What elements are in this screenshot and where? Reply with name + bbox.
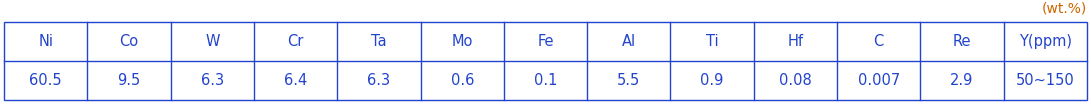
Text: 5.5: 5.5 bbox=[618, 73, 640, 88]
Text: Al: Al bbox=[622, 34, 636, 49]
Text: Co: Co bbox=[119, 34, 139, 49]
Text: 0.08: 0.08 bbox=[779, 73, 812, 88]
Text: W: W bbox=[205, 34, 219, 49]
Bar bbox=[4, 22, 1087, 100]
Text: 60.5: 60.5 bbox=[29, 73, 62, 88]
Text: 9.5: 9.5 bbox=[118, 73, 141, 88]
Text: Cr: Cr bbox=[287, 34, 303, 49]
Text: Y(ppm): Y(ppm) bbox=[1019, 34, 1071, 49]
Text: Fe: Fe bbox=[537, 34, 554, 49]
Text: 6.4: 6.4 bbox=[284, 73, 308, 88]
Text: Ti: Ti bbox=[706, 34, 719, 49]
Text: Ta: Ta bbox=[371, 34, 386, 49]
Text: 6.3: 6.3 bbox=[368, 73, 391, 88]
Text: 50~150: 50~150 bbox=[1016, 73, 1075, 88]
Text: 0.9: 0.9 bbox=[700, 73, 723, 88]
Text: Hf: Hf bbox=[788, 34, 803, 49]
Text: 6.3: 6.3 bbox=[201, 73, 224, 88]
Text: 0.007: 0.007 bbox=[858, 73, 900, 88]
Text: 0.6: 0.6 bbox=[451, 73, 473, 88]
Text: 0.1: 0.1 bbox=[533, 73, 558, 88]
Text: (wt.%): (wt.%) bbox=[1042, 2, 1087, 16]
Text: Mo: Mo bbox=[452, 34, 472, 49]
Text: Ni: Ni bbox=[38, 34, 53, 49]
Text: Re: Re bbox=[952, 34, 971, 49]
Text: 2.9: 2.9 bbox=[950, 73, 974, 88]
Text: C: C bbox=[874, 34, 884, 49]
